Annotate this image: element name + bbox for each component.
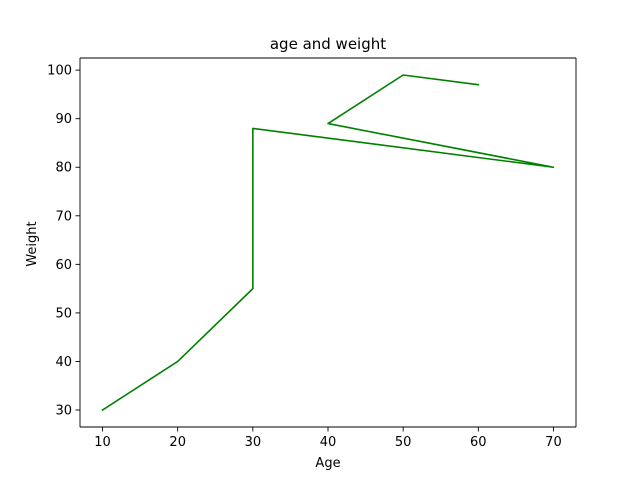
y-tick-label: 80 [55,161,72,176]
y-tick-label: 50 [55,306,72,321]
plot-area [80,58,576,427]
plot-background [80,58,576,427]
x-axis-label: Age [315,456,340,471]
x-tick-label: 60 [470,435,487,450]
y-axis-ticks: 30 40 50 60 70 80 90 100 [47,64,80,419]
x-tick-label: 30 [245,435,262,450]
y-tick-label: 40 [55,355,72,370]
series-layer [101,74,555,412]
x-tick-label: 20 [169,435,186,450]
x-axis-ticks: 10 20 30 40 50 60 70 [94,427,562,450]
y-tick-label: 100 [47,64,72,79]
y-tick-label: 30 [55,404,72,419]
x-tick-label: 40 [320,435,337,450]
series-line-0 [101,74,555,412]
x-tick-label: 50 [395,435,412,450]
x-tick-label: 10 [94,435,111,450]
y-tick-label: 70 [55,209,72,224]
y-tick-label: 60 [55,258,72,273]
chart-title: age and weight [270,35,386,53]
x-tick-label: 70 [545,435,562,450]
y-axis-label: Weight [25,221,40,266]
y-tick-label: 90 [55,112,72,127]
